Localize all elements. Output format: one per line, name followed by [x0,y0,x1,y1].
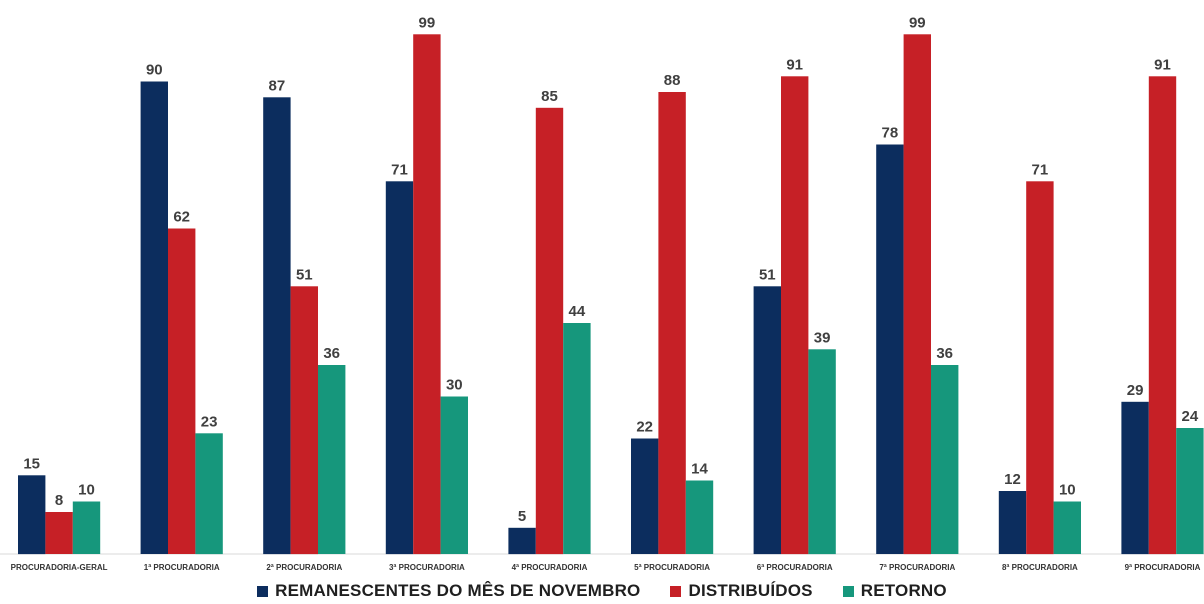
bar-3-10 [1176,428,1204,554]
data-label: 71 [1032,161,1049,178]
bars-layer [18,34,1204,555]
data-label: 12 [1004,471,1021,488]
bar-2-5 [535,107,564,555]
data-label: 91 [786,56,803,73]
bar-1-4 [385,181,414,555]
bar-2-10 [1148,76,1177,555]
category-label: 4ª PROCURADORIA [512,563,588,572]
data-label: 36 [936,345,953,362]
category-label: 1ª PROCURADORIA [144,563,220,572]
bar-1-10 [1121,401,1149,555]
data-label: 15 [23,455,40,472]
bar-2-6 [658,92,686,554]
data-label: 91 [1154,56,1171,73]
data-label: 22 [636,419,653,436]
data-label: 87 [269,77,286,94]
data-label: 24 [1182,408,1199,425]
category-label: 3ª PROCURADORIA [389,563,465,572]
data-label: 8 [55,492,63,509]
bar-1-5 [508,527,536,555]
category-label: 6ª PROCURADORIA [757,563,833,572]
data-label: 78 [882,125,899,142]
legend-swatch [670,585,682,597]
legend-item: REMANESCENTES DO MÊS DE NOVEMBRO [257,581,640,601]
legend-label: DISTRIBUÍDOS [688,581,813,600]
data-label: 90 [146,62,163,79]
bar-1-3 [263,97,291,555]
bar-2-3 [290,286,318,555]
category-label: 8ª PROCURADORIA [1002,563,1078,572]
data-label: 10 [1059,482,1076,499]
bar-2-7 [781,76,809,555]
bar-1-9 [998,491,1027,554]
data-label: 99 [909,14,926,31]
bar-1-2 [140,81,168,554]
data-label: 5 [518,508,526,525]
bar-3-4 [440,396,468,554]
legend: REMANESCENTES DO MÊS DE NOVEMBRO DISTRIBU… [0,578,1204,604]
bar-1-6 [631,438,659,554]
data-label: 39 [814,329,831,346]
category-label: 2ª PROCURADORIA [266,563,342,572]
bar-3-6 [685,480,714,554]
legend-swatch [842,585,854,597]
bar-3-7 [808,349,836,555]
legend-label: REMANESCENTES DO MÊS DE NOVEMBRO [275,581,641,600]
category-label: 9ª PROCURADORIA [1125,563,1201,572]
bar-2-9 [1026,181,1054,555]
bar-3-5 [563,323,591,554]
bar-2-1 [45,512,73,554]
category-labels-layer: PROCURADORIA-GERAL 1ª PROCURADORIA 2ª PROC… [11,563,1201,572]
data-label: 71 [391,161,408,178]
bar-3-2 [195,433,223,555]
bar-2-4 [413,34,441,555]
data-label: 29 [1127,382,1144,399]
data-label: 99 [419,14,436,31]
data-label: 23 [201,413,218,430]
data-label: 85 [541,88,558,105]
data-label: 88 [664,72,681,89]
data-label: 36 [323,345,340,362]
category-label: PROCURADORIA-GERAL [11,563,108,572]
bar-3-3 [318,365,346,554]
category-label: 7ª PROCURADORIA [879,563,955,572]
data-label: 44 [569,303,586,320]
bar-1-1 [18,475,46,555]
legend-swatch [257,585,269,597]
bar-3-9 [1053,501,1081,554]
bar-1-8 [876,144,904,554]
legend-item: RETORNO [842,581,947,601]
data-label: 51 [759,266,776,283]
bar-3-8 [931,365,959,554]
data-label: 10 [78,482,95,499]
legend-label: RETORNO [860,581,947,600]
legend-item: DISTRIBUÍDOS [670,581,813,601]
bar-2-2 [168,228,196,554]
value-labels-layer: 15 8 10 90 62 23 87 51 36 71 99 30 5 85 44 22 88 14 51 91 39… [23,14,1199,525]
data-label: 14 [691,461,708,478]
data-label: 30 [446,377,463,394]
bar-1-7 [753,286,781,555]
bar-2-8 [903,34,931,555]
bar-3-1 [72,501,101,554]
data-label: 51 [296,266,313,283]
category-label: 5ª PROCURADORIA [634,563,710,572]
data-label: 62 [173,209,190,226]
